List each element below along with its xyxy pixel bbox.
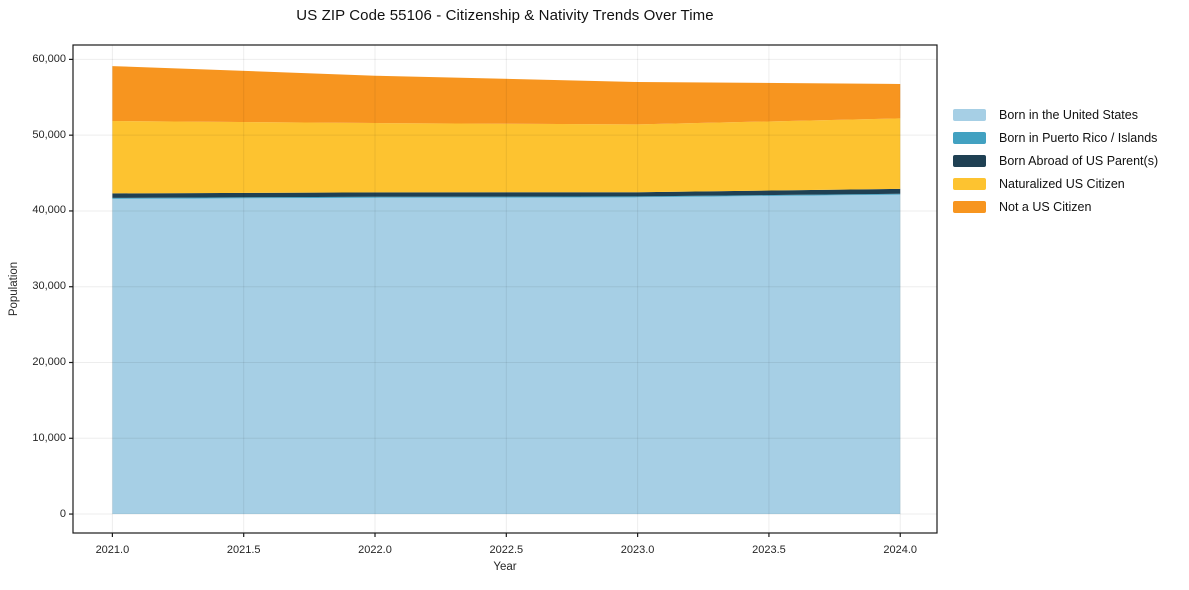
x-axis-label: Year (493, 561, 517, 573)
legend-label: Born Abroad of US Parent(s) (999, 153, 1159, 168)
y-tick-label: 10,000 (32, 431, 66, 444)
y-tick-label: 40,000 (32, 204, 66, 217)
x-tick-label: 2023.0 (620, 544, 655, 556)
x-tick-label: 2021.5 (226, 544, 261, 556)
area-series-1 (112, 193, 901, 199)
legend-swatch (953, 108, 986, 121)
area-series-0 (112, 194, 901, 515)
x-tick-label: 2022.5 (489, 544, 524, 556)
legend-label: Naturalized US Citizen (999, 176, 1125, 191)
legend-item: Born Abroad of US Parent(s) (953, 149, 1158, 172)
x-tick-label: 2023.5 (752, 544, 786, 556)
legend-item: Not a US Citizen (953, 195, 1158, 218)
legend-swatch (953, 200, 986, 213)
x-tick-label: 2022.0 (358, 544, 392, 556)
legend-label: Born in Puerto Rico / Islands (999, 130, 1158, 145)
legend-swatch (953, 177, 986, 190)
y-tick-label: 20,000 (32, 356, 66, 368)
legend-item: Born in the United States (953, 103, 1158, 126)
legend-item: Naturalized US Citizen (953, 172, 1158, 195)
y-tick-label: 0 (59, 507, 66, 520)
area-series-3 (112, 118, 901, 194)
legend-label: Not a US Citizen (999, 199, 1092, 214)
y-tick-label: 30,000 (32, 280, 66, 293)
legend-item: Born in Puerto Rico / Islands (953, 126, 1158, 149)
legend-swatch (953, 131, 986, 144)
chart-title: US ZIP Code 55106 - Citizenship & Nativi… (296, 7, 714, 24)
x-tick-label: 2024.0 (883, 544, 918, 556)
x-tick-label: 2021.0 (95, 544, 130, 556)
area-series-4 (112, 66, 901, 125)
y-axis-label: Population (8, 261, 20, 317)
area-series-2 (112, 188, 901, 198)
y-tick-label: 50,000 (32, 128, 66, 141)
legend: Born in the United States Born in Puerto … (953, 103, 1158, 218)
plot-border (72, 44, 938, 534)
legend-label: Born in the United States (999, 107, 1138, 122)
y-tick-label: 60,000 (32, 52, 66, 65)
legend-swatch (953, 154, 986, 167)
